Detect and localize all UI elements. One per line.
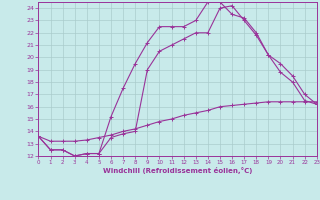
X-axis label: Windchill (Refroidissement éolien,°C): Windchill (Refroidissement éolien,°C) [103,167,252,174]
